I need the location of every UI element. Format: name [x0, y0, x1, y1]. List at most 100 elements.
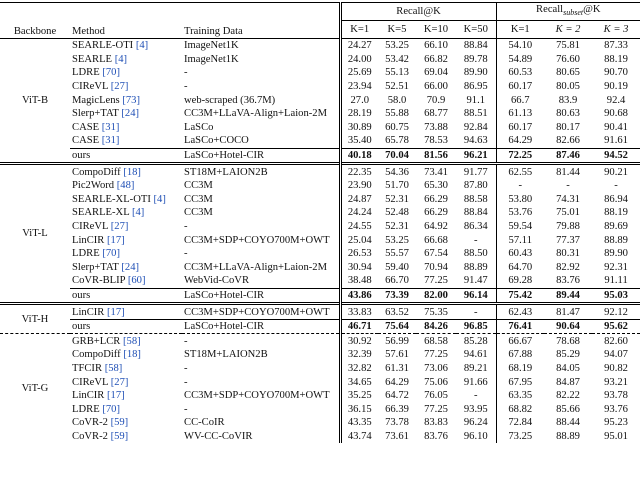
- recall-cell: 38.48: [338, 274, 378, 289]
- citation: [4]: [135, 40, 149, 52]
- training-data-cell: LaSCo+Hotel-CIR: [182, 318, 340, 334]
- method-cell: ours: [70, 147, 182, 164]
- recall-cell: 73.41: [416, 162, 456, 179]
- recall-cell: 83.76: [424, 430, 448, 442]
- recall-subset-header: Recallsubset@K: [495, 2, 640, 21]
- recall-subset-cell: 93.78: [604, 390, 628, 402]
- recall-subset-cell: 90.21: [592, 162, 640, 179]
- recall-subset-cell: 54.89: [495, 52, 545, 67]
- recall-subset-cell: 66.67: [495, 333, 545, 349]
- recall-subset-cell: 80.31: [556, 248, 580, 260]
- recall-cell: 24.27: [338, 37, 378, 53]
- training-data-cell: CC3M+SDP+COYO700M+OWT: [184, 234, 330, 246]
- recall-cell: 89.90: [463, 67, 488, 79]
- recall-subset-cell: 90.70: [604, 67, 628, 79]
- recall-cell: 60.75: [385, 121, 409, 133]
- recall-cell: 32.82: [338, 361, 378, 376]
- recall-cell: 67.54: [424, 248, 448, 260]
- citation: [17]: [107, 390, 125, 402]
- recall-cell: 32.39: [338, 348, 378, 362]
- recall-subset-cell: 72.25: [495, 147, 545, 164]
- recall-subset-cell: 88.89: [604, 234, 628, 246]
- recall-subset-cell: 88.19: [604, 53, 628, 65]
- recall-k-label: K=10: [423, 24, 449, 35]
- recall-subset-cell: 54.10: [495, 37, 545, 53]
- table-row: CIReVL [27] -34.65 64.29 75.06 91.66 67.95 84.…: [0, 375, 640, 389]
- recall-subset-cell: 68.19: [495, 361, 545, 376]
- training-data-cell: -: [184, 362, 188, 374]
- recall-cell: 23.90: [338, 178, 378, 193]
- method-name: LinCIR: [72, 234, 105, 246]
- table-row: LinCIR [17] CC3M+SDP+COYO700M+OWT 25.04 53.…: [0, 233, 640, 247]
- table-row: CompoDiff [18] ST18M+LAION2B 32.39 57.61 77.…: [0, 348, 640, 362]
- recall-cell: 88.89: [463, 261, 488, 273]
- recall-subset-cell: 91.11: [604, 275, 628, 287]
- recall-subset-k-label: K = 3: [603, 24, 629, 35]
- table-row: CoVR-2 [59] WV-CC-CoVIR 43.74 73.61 83.76 96.…: [0, 429, 640, 444]
- recall-cell: 40.18: [338, 147, 378, 164]
- training-data-cell: CC3M+SDP+COYO700M+OWT: [184, 390, 330, 402]
- method-cell: LDRE [70]: [70, 402, 182, 416]
- table-row: CASE [31] LaSCo+COCO 35.40 65.78 78.53 94.63 6…: [0, 134, 640, 149]
- training-data-header: Training Data: [184, 26, 243, 37]
- recall-subset-cell: 76.60: [556, 53, 580, 65]
- training-data-cell: -: [182, 333, 340, 349]
- recall-cell: 86.34: [463, 221, 488, 233]
- recall-cell: 96.10: [463, 430, 488, 442]
- recall-cell: 88.51: [463, 108, 488, 120]
- recall-cell: 85.28: [456, 333, 497, 349]
- method-name: Slerp+TAT: [72, 261, 119, 273]
- recall-cell: 52.48: [385, 207, 409, 219]
- recall-subset-cell: 60.53: [495, 66, 545, 80]
- training-data-cell: ST18M+LAION2B: [182, 162, 340, 179]
- recall-subset-cell: 94.52: [592, 147, 640, 164]
- recall-cell: 46.71: [338, 318, 378, 334]
- recall-cell: 34.65: [338, 375, 378, 389]
- recall-subset-cell: 86.94: [604, 193, 628, 205]
- recall-cell: 77.25: [424, 349, 448, 361]
- citation: [70]: [102, 67, 120, 79]
- recall-cell: 78.53: [424, 135, 448, 147]
- recall-cell: 81.56: [416, 147, 456, 164]
- k-row: K=1 K=5 K=10 K=50 K=1 K = 2 K = 3: [0, 20, 640, 39]
- recall-subset-cell: 87.46: [544, 147, 593, 164]
- recall-cell: 73.78: [385, 417, 409, 429]
- recall-cell: 30.94: [338, 260, 378, 275]
- method-name: MagicLens: [72, 94, 120, 106]
- recall-cell: 96.85: [456, 318, 497, 334]
- recall-subset-cell: 89.69: [604, 221, 628, 233]
- method-cell: GRB+LCR [58]: [70, 333, 182, 349]
- recall-subset-cell: 63.35: [495, 388, 545, 403]
- recall-subset-cell: 90.19: [604, 81, 628, 93]
- recall-subset-cell: 73.25: [495, 429, 545, 444]
- recall-cell: 88.84: [456, 37, 497, 53]
- recall-cell: 24.87: [338, 192, 378, 207]
- recall-cell: 30.89: [338, 120, 378, 135]
- method-cell: CASE [31]: [70, 134, 182, 148]
- recall-cell: 23.94: [338, 79, 378, 94]
- recall-subset-cell: 92.4: [606, 94, 626, 106]
- recall-subset-cell: -: [614, 180, 618, 192]
- recall-cell: 52.51: [385, 81, 409, 93]
- recall-k-label: K=5: [387, 24, 407, 35]
- recall-cell: 66.39: [385, 403, 409, 415]
- recall-subset-cell: 88.89: [556, 430, 580, 442]
- table-row: SEARLE-XL [4] CC3M 24.24 52.48 66.29 88.84 53.…: [0, 206, 640, 220]
- method-name: LDRE: [72, 67, 100, 79]
- citation: [18]: [123, 166, 141, 178]
- recall-subset-cell: 64.70: [495, 260, 545, 275]
- recall-subset-cell: 82.22: [556, 390, 580, 402]
- backbone-cell: ViT-G: [0, 333, 70, 444]
- recall-cell: 28.19: [338, 106, 378, 121]
- recall-subset-cell: 91.61: [604, 135, 628, 147]
- method-name: ours: [72, 289, 91, 301]
- method-cell: CoVR-2 [59]: [70, 430, 182, 444]
- recall-cell: 66.00: [424, 81, 448, 93]
- recall-cell: 25.69: [338, 66, 378, 80]
- recall-cell: 94.63: [463, 135, 488, 147]
- citation: [17]: [107, 234, 125, 246]
- method-cell: CompoDiff [18]: [70, 348, 182, 362]
- recall-cell: -: [456, 302, 497, 320]
- recall-subset-cell: 60.17: [495, 79, 545, 94]
- table-body: ViT-B SEARLE-OTI [4] ImageNet1K 24.27 53.25 6…: [0, 37, 640, 444]
